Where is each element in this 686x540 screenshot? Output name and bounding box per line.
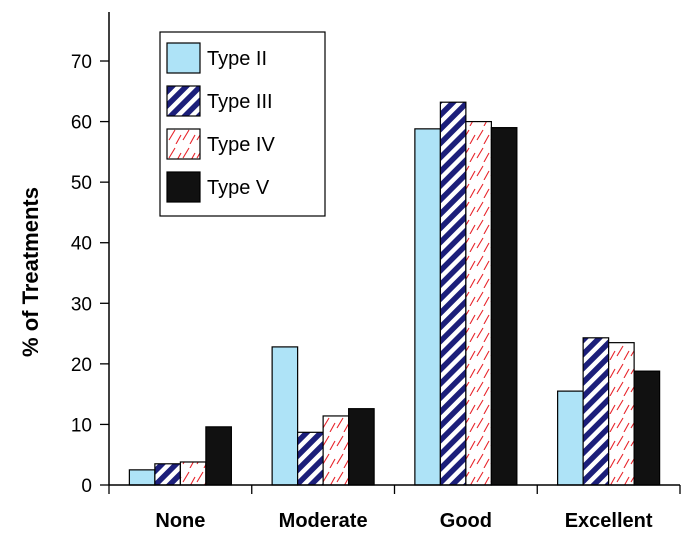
x-category-label: Good <box>440 510 492 532</box>
y-tick-label: 10 <box>71 415 92 436</box>
legend-entry-label: Type II <box>207 48 267 70</box>
bar-type-iv-moderate <box>322 415 350 486</box>
y-tick-label: 30 <box>71 294 92 315</box>
y-tick-label: 20 <box>71 355 92 376</box>
x-category-label: Excellent <box>565 510 653 532</box>
y-tick-label: 40 <box>71 234 92 255</box>
bar-type-v-excellent <box>633 370 661 486</box>
bar-type-ii-excellent <box>557 390 584 486</box>
bar-type-iii-none <box>154 463 181 486</box>
bar-type-v-good <box>490 127 518 486</box>
legend-swatch <box>166 85 201 117</box>
legend-entry-label: Type V <box>207 177 270 199</box>
y-tick-label: 60 <box>71 113 92 134</box>
bar-type-v-none <box>205 426 232 486</box>
bar-type-iv-none <box>179 461 207 486</box>
bar-type-iii-excellent <box>582 337 610 486</box>
bar-type-ii-moderate <box>271 346 299 486</box>
legend-swatch <box>166 171 201 203</box>
legend-entry-label: Type IV <box>207 134 275 156</box>
bar-type-ii-good <box>414 128 441 486</box>
y-tick-label: 70 <box>71 52 92 73</box>
bar-type-v-moderate <box>348 408 375 486</box>
legend-swatch <box>166 128 201 160</box>
bar-type-iii-good <box>439 101 467 486</box>
legend: Type II Type III Type IV Type V <box>159 31 326 217</box>
x-category-label: None <box>155 510 205 532</box>
y-axis-label: % of Treatments <box>18 187 43 357</box>
bar-type-iv-good <box>465 120 492 486</box>
bar-type-ii-none <box>128 469 156 486</box>
legend-swatch <box>166 42 201 74</box>
y-tick-label: 50 <box>71 173 92 194</box>
legend-entry-label: Type III <box>207 91 273 113</box>
x-category-label: Moderate <box>279 510 368 532</box>
bar-type-iii-moderate <box>297 431 324 486</box>
bar-type-iv-excellent <box>608 342 635 486</box>
y-tick-label: 0 <box>81 476 92 497</box>
